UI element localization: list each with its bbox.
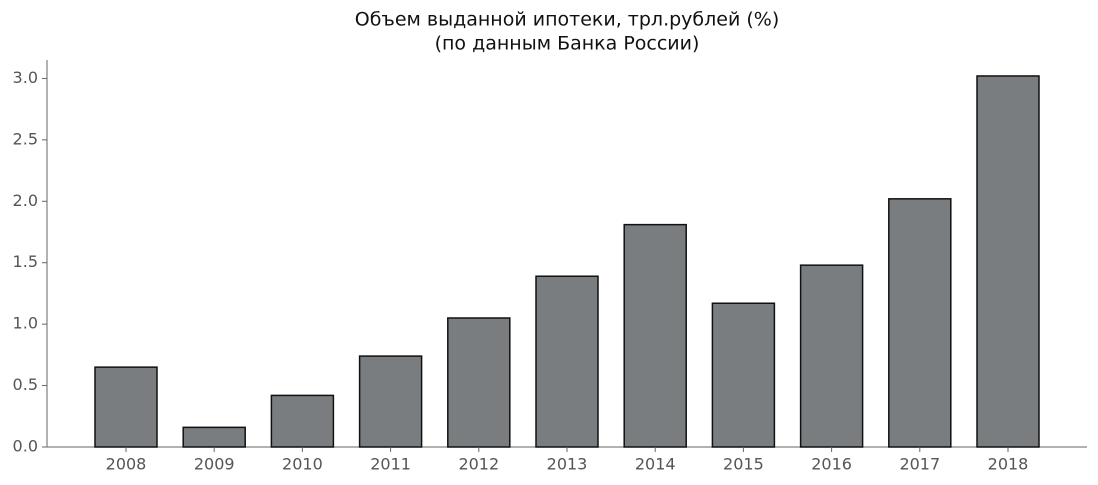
x-tick-label: 2018	[988, 455, 1029, 474]
y-tick-label: 0.0	[13, 437, 38, 456]
chart-title: Объем выданной ипотеки, трл.рублей (%)	[355, 9, 780, 31]
bar	[270, 394, 335, 448]
y-tick-label: 2.5	[13, 129, 38, 148]
bar	[94, 366, 158, 448]
bar	[535, 275, 599, 448]
y-tick-label: 1.5	[13, 252, 38, 271]
y-tick-label: 3.0	[13, 68, 38, 87]
y-tick-label: 2.0	[13, 191, 38, 210]
y-tick-label: 0.5	[13, 375, 38, 394]
x-tick-label: 2013	[547, 455, 588, 474]
x-tick-label: 2014	[635, 455, 676, 474]
bar	[447, 317, 511, 448]
chart-subtitle: (по данным Банка России)	[435, 33, 700, 55]
x-tick-label: 2008	[106, 455, 147, 474]
bar	[358, 355, 423, 448]
bar	[799, 264, 864, 448]
x-tick-label: 2010	[282, 455, 323, 474]
bar	[623, 223, 687, 448]
x-tick-label: 2017	[899, 455, 940, 474]
bar	[182, 426, 246, 448]
x-tick-label: 2011	[370, 455, 411, 474]
bar	[711, 302, 776, 448]
x-tick-label: 2016	[811, 455, 852, 474]
bar	[888, 198, 952, 448]
x-tick-label: 2012	[458, 455, 499, 474]
x-tick-label: 2015	[723, 455, 764, 474]
y-tick-label: 1.0	[13, 314, 38, 333]
bar	[976, 75, 1040, 448]
x-tick-label: 2009	[194, 455, 235, 474]
